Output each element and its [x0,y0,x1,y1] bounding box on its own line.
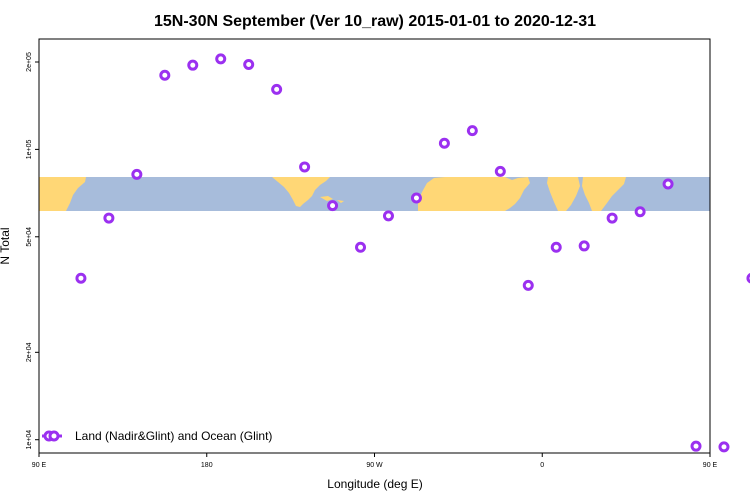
land-asia-right [582,177,626,211]
data-point [103,212,115,224]
x-tick-label: 0 [540,462,544,469]
data-point [327,200,339,212]
chart-title: 15N-30N September (Ver 10_raw) 2015-01-0… [154,13,596,30]
data-point [355,241,367,253]
data-point [550,241,562,253]
land-caribbean [320,196,333,201]
data-point [578,240,590,252]
x-tick-label: 90 E [703,462,718,469]
data-point [606,212,618,224]
data-point [438,137,450,149]
data-point [494,165,506,177]
legend-marker-2 [48,430,60,442]
data-point [718,441,730,453]
data-point [690,440,702,452]
data-point [382,210,394,222]
x-tick-label: 90 E [32,462,47,469]
legend-entry-0: Land (Nadir&Glint) and Ocean (Glint) [75,429,272,443]
land-caribbean-2 [337,200,344,203]
y-axis-label: N Total [0,227,12,264]
data-point [299,161,311,173]
y-tick-label: 1e+04 [26,430,33,450]
data-point [522,279,534,291]
data-point [131,168,143,180]
data-point [187,59,199,71]
data-point [159,69,171,81]
land-north-america [272,177,330,207]
y-tick-label: 1e+05 [26,139,33,159]
x-tick-label: 180 [201,462,213,469]
x-tick-label: 90 W [366,462,383,469]
map-band [39,177,710,211]
y-tick-label: 2e+05 [26,52,33,72]
data-points [75,53,750,453]
data-point [215,53,227,65]
land-asia-left [39,177,86,211]
data-point [466,125,478,137]
plot-frame [38,38,711,454]
data-point [271,83,283,95]
data-point [746,273,750,284]
y-axis: 1e+04 2e+04 5e+04 1e+05 2e+05 [26,52,39,450]
land-india [547,177,580,211]
data-point [243,59,255,71]
y-tick-label: 2e+04 [26,342,33,362]
data-point [410,192,422,204]
data-point [662,178,674,190]
land-africa-arabia [418,177,530,211]
data-point [75,272,87,284]
legend: Land (Nadir&Glint) and Ocean (Glint) [42,429,272,443]
x-axis-label: Longitude (deg E) [327,477,422,491]
y-tick-label: 5e+04 [26,227,33,247]
data-point [634,206,646,218]
